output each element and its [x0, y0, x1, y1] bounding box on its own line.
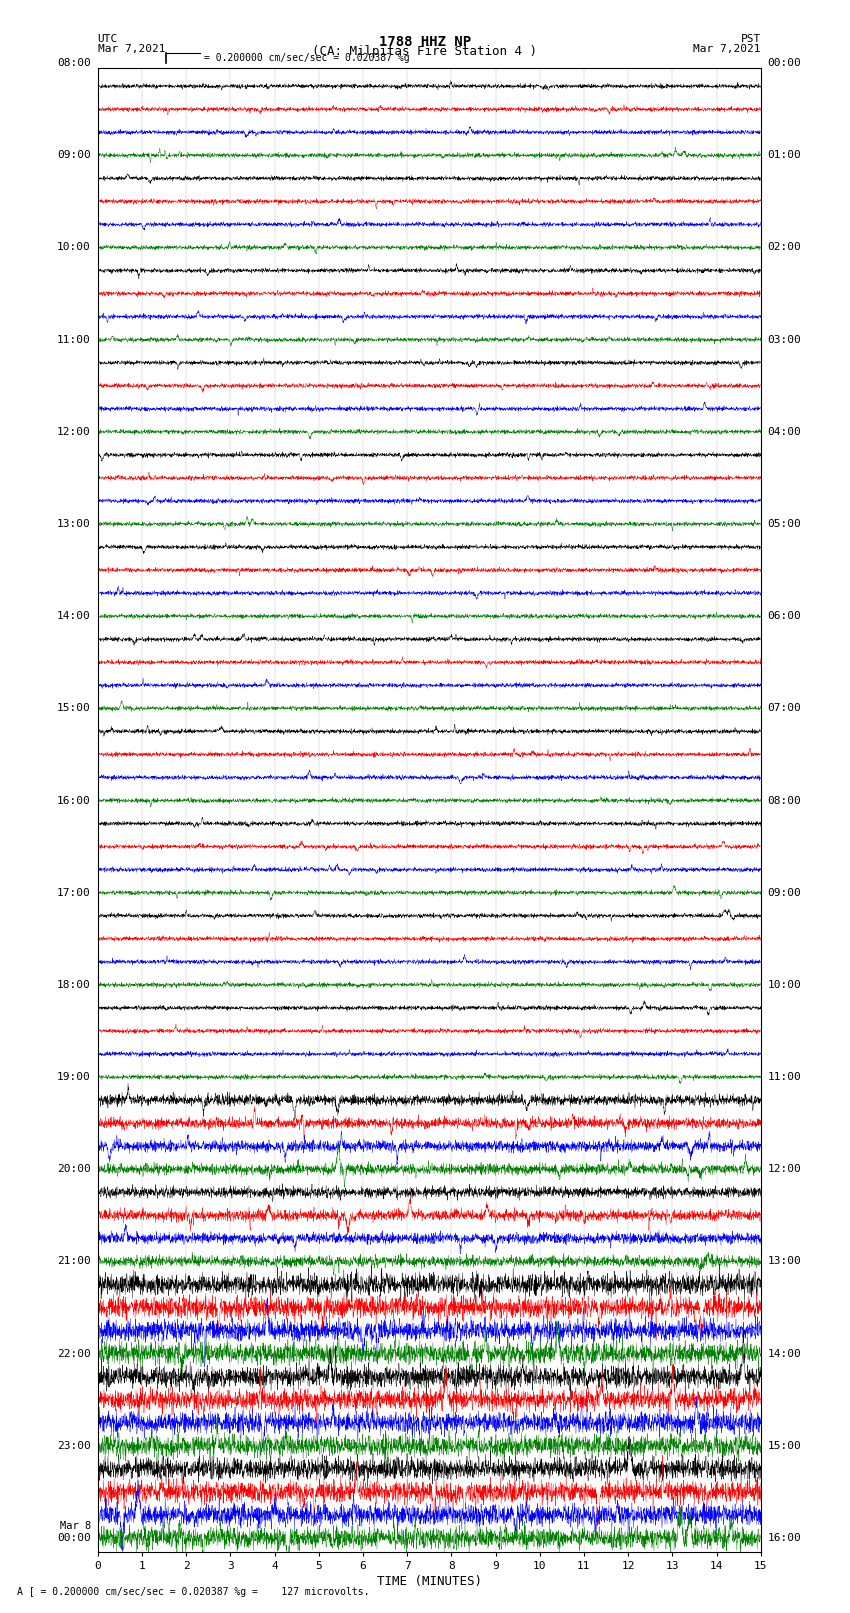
Text: 19:00: 19:00 [57, 1073, 91, 1082]
Text: UTC: UTC [98, 34, 118, 44]
Text: 05:00: 05:00 [768, 519, 802, 529]
Text: 16:00: 16:00 [57, 795, 91, 805]
Text: A [ = 0.200000 cm/sec/sec = 0.020387 %g =    127 microvolts.: A [ = 0.200000 cm/sec/sec = 0.020387 %g … [17, 1587, 370, 1597]
Text: PST: PST [740, 34, 761, 44]
Text: 13:00: 13:00 [768, 1257, 802, 1266]
Text: 15:00: 15:00 [768, 1440, 802, 1450]
Text: 18:00: 18:00 [57, 979, 91, 990]
Text: 09:00: 09:00 [57, 150, 91, 160]
Text: Mar 7,2021: Mar 7,2021 [694, 44, 761, 55]
Text: (CA: Milpitas Fire Station 4 ): (CA: Milpitas Fire Station 4 ) [313, 45, 537, 58]
X-axis label: TIME (MINUTES): TIME (MINUTES) [377, 1574, 482, 1587]
Text: 08:00: 08:00 [57, 58, 91, 68]
Text: 06:00: 06:00 [768, 611, 802, 621]
Text: 16:00: 16:00 [768, 1532, 802, 1544]
Text: 10:00: 10:00 [768, 979, 802, 990]
Text: 08:00: 08:00 [768, 795, 802, 805]
Text: 21:00: 21:00 [57, 1257, 91, 1266]
Text: 12:00: 12:00 [768, 1165, 802, 1174]
Text: 1788 HHZ NP: 1788 HHZ NP [379, 35, 471, 48]
Text: 22:00: 22:00 [57, 1348, 91, 1358]
Text: 00:00: 00:00 [57, 1532, 91, 1544]
Text: 10:00: 10:00 [57, 242, 91, 253]
Text: = 0.200000 cm/sec/sec = 0.020387 %g: = 0.200000 cm/sec/sec = 0.020387 %g [204, 53, 410, 63]
Text: 20:00: 20:00 [57, 1165, 91, 1174]
Text: 23:00: 23:00 [57, 1440, 91, 1450]
Text: 13:00: 13:00 [57, 519, 91, 529]
Text: 11:00: 11:00 [768, 1073, 802, 1082]
Text: 03:00: 03:00 [768, 334, 802, 345]
Text: 12:00: 12:00 [57, 427, 91, 437]
Text: 15:00: 15:00 [57, 703, 91, 713]
Text: Mar 7,2021: Mar 7,2021 [98, 44, 165, 55]
Text: 02:00: 02:00 [768, 242, 802, 253]
Text: 07:00: 07:00 [768, 703, 802, 713]
Text: 11:00: 11:00 [57, 334, 91, 345]
Text: 14:00: 14:00 [57, 611, 91, 621]
Text: 04:00: 04:00 [768, 427, 802, 437]
Text: Mar 8: Mar 8 [60, 1521, 91, 1531]
Text: 17:00: 17:00 [57, 887, 91, 898]
Text: 01:00: 01:00 [768, 150, 802, 160]
Text: 00:00: 00:00 [768, 58, 802, 68]
Text: 14:00: 14:00 [768, 1348, 802, 1358]
Text: 09:00: 09:00 [768, 887, 802, 898]
